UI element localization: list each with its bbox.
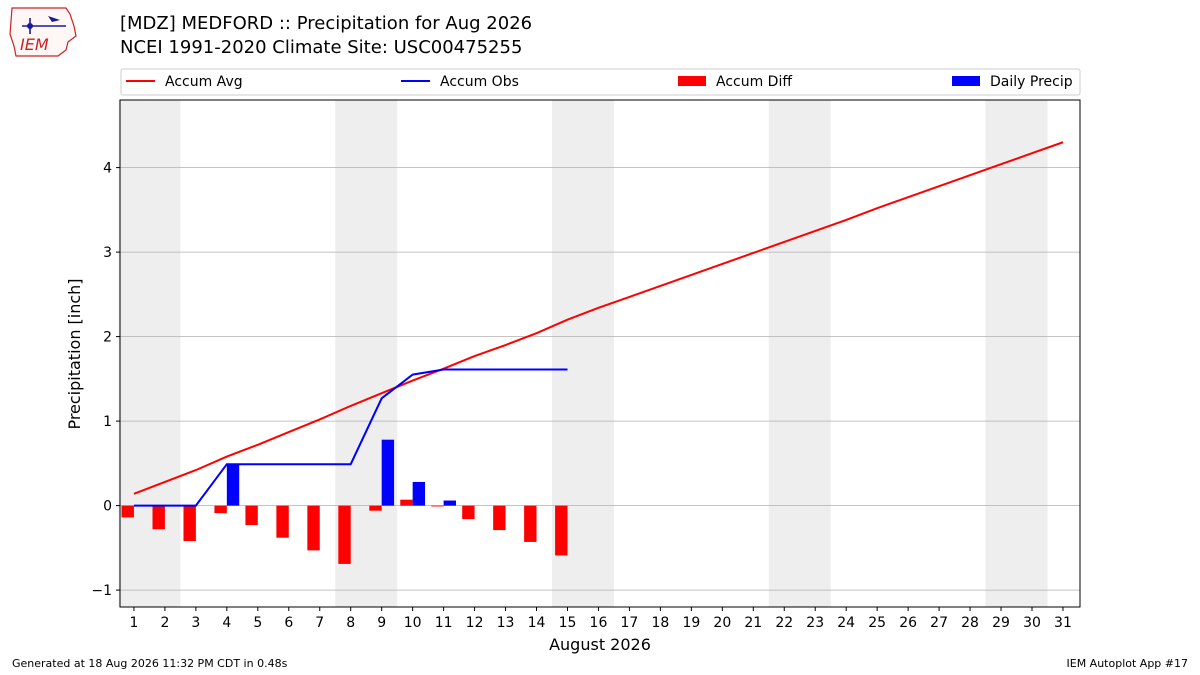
x-tick-label: 26 (899, 615, 917, 631)
x-axis-label: August 2026 (549, 635, 651, 654)
daily-precip-bar (226, 464, 240, 506)
weekend-band (985, 100, 1048, 607)
plot-frame (119, 99, 1081, 608)
x-tick-label: 30 (1023, 615, 1041, 631)
daily-precip-bar (443, 500, 456, 506)
weekend-band (118, 100, 181, 607)
chart-title: [MDZ] MEDFORD :: Precipitation for Aug 2… (120, 12, 532, 60)
iem-logo-text: IEM (20, 35, 49, 54)
daily-precip-bar (412, 481, 426, 506)
x-tick-label: 5 (253, 615, 262, 631)
y-tick-label: 2 (103, 330, 112, 346)
accum-avg-line (133, 141, 1064, 495)
legend: Accum Avg Accum Obs Accum Diff Daily Pre… (120, 68, 1081, 96)
accum-diff-bar (493, 505, 506, 531)
accum-diff-bar (462, 505, 475, 520)
y-tick-label: 4 (103, 161, 112, 177)
x-tick-label: 29 (992, 615, 1010, 631)
generated-timestamp: Generated at 18 Aug 2026 11:32 PM CDT in… (12, 657, 288, 670)
x-axis: 1 2 3 4 5 6 7 8 9 10 11 12 13 14 15 16 17 18 19 20 21 22 23 24 2… (129, 607, 1072, 631)
x-tick-label: 27 (930, 615, 948, 631)
accum-diff-bar (369, 505, 382, 511)
weekend-band (768, 100, 831, 607)
legend-accum-diff: Accum Diff (716, 74, 792, 90)
accum-diff-bar (183, 505, 196, 542)
accum-diff-bar (276, 505, 289, 538)
x-tick-label: 1 (129, 615, 138, 631)
y-tick-label: 1 (103, 414, 112, 430)
x-tick-label: 17 (621, 615, 639, 631)
y-tick-label: 3 (103, 245, 112, 261)
accum-lines (133, 141, 1064, 507)
x-tick-label: 14 (528, 615, 546, 631)
x-tick-label: 12 (466, 615, 484, 631)
x-tick-label: 18 (651, 615, 669, 631)
legend-daily-precip-swatch (952, 76, 980, 86)
title-line-2: NCEI 1991-2020 Climate Site: USC00475255 (120, 37, 523, 58)
y-axis: −1 0 1 2 3 4 (91, 161, 120, 599)
accum-diff-bar (121, 505, 134, 518)
accum-diff-bar (152, 505, 165, 530)
y-tick-label: −1 (91, 583, 112, 599)
x-tick-label: 3 (191, 615, 200, 631)
legend-daily-precip: Daily Precip (990, 74, 1073, 90)
x-tick-label: 20 (713, 615, 731, 631)
legend-accum-avg: Accum Avg (165, 74, 243, 90)
x-tick-label: 4 (222, 615, 231, 631)
x-tick-label: 7 (315, 615, 324, 631)
x-tick-label: 25 (868, 615, 886, 631)
weekend-bands (118, 100, 1048, 607)
x-tick-label: 2 (160, 615, 169, 631)
accum-obs-line (133, 368, 568, 507)
daily-precip-bar (381, 439, 395, 506)
x-tick-label: 22 (775, 615, 793, 631)
iem-logo: IEM (9, 7, 77, 57)
x-tick-label: 24 (837, 615, 855, 631)
x-tick-label: 6 (284, 615, 293, 631)
legend-box (120, 68, 1081, 96)
y-tick-label: 0 (103, 499, 112, 515)
y-gridlines (120, 167, 1080, 591)
x-tick-label: 9 (377, 615, 386, 631)
accum-diff-bar (431, 505, 444, 507)
legend-accum-diff-swatch (678, 76, 706, 86)
accum-diff-bar (245, 505, 258, 526)
accum-diff-bar (214, 505, 227, 514)
y-axis-label: Precipitation [inch] (65, 278, 84, 429)
x-tick-label: 10 (404, 615, 422, 631)
accum-diff-bar (524, 505, 537, 542)
x-tick-label: 16 (590, 615, 608, 631)
accum-diff-bar (307, 505, 320, 551)
legend-accum-obs: Accum Obs (440, 74, 519, 90)
x-tick-label: 8 (346, 615, 355, 631)
x-tick-label: 19 (682, 615, 700, 631)
x-tick-label: 11 (435, 615, 453, 631)
x-tick-label: 31 (1054, 615, 1072, 631)
accum-diff-bar (555, 505, 568, 556)
x-tick-label: 13 (497, 615, 515, 631)
x-tick-label: 21 (744, 615, 762, 631)
accum-diff-bars (121, 499, 568, 564)
x-tick-label: 23 (806, 615, 824, 631)
title-line-1: [MDZ] MEDFORD :: Precipitation for Aug 2… (120, 13, 533, 34)
accum-diff-bar (338, 505, 351, 564)
app-credit: IEM Autoplot App #17 (1066, 657, 1189, 670)
x-tick-label: 15 (559, 615, 577, 631)
daily-precip-bars (226, 439, 456, 506)
accum-diff-bar (400, 499, 413, 506)
x-tick-label: 28 (961, 615, 979, 631)
